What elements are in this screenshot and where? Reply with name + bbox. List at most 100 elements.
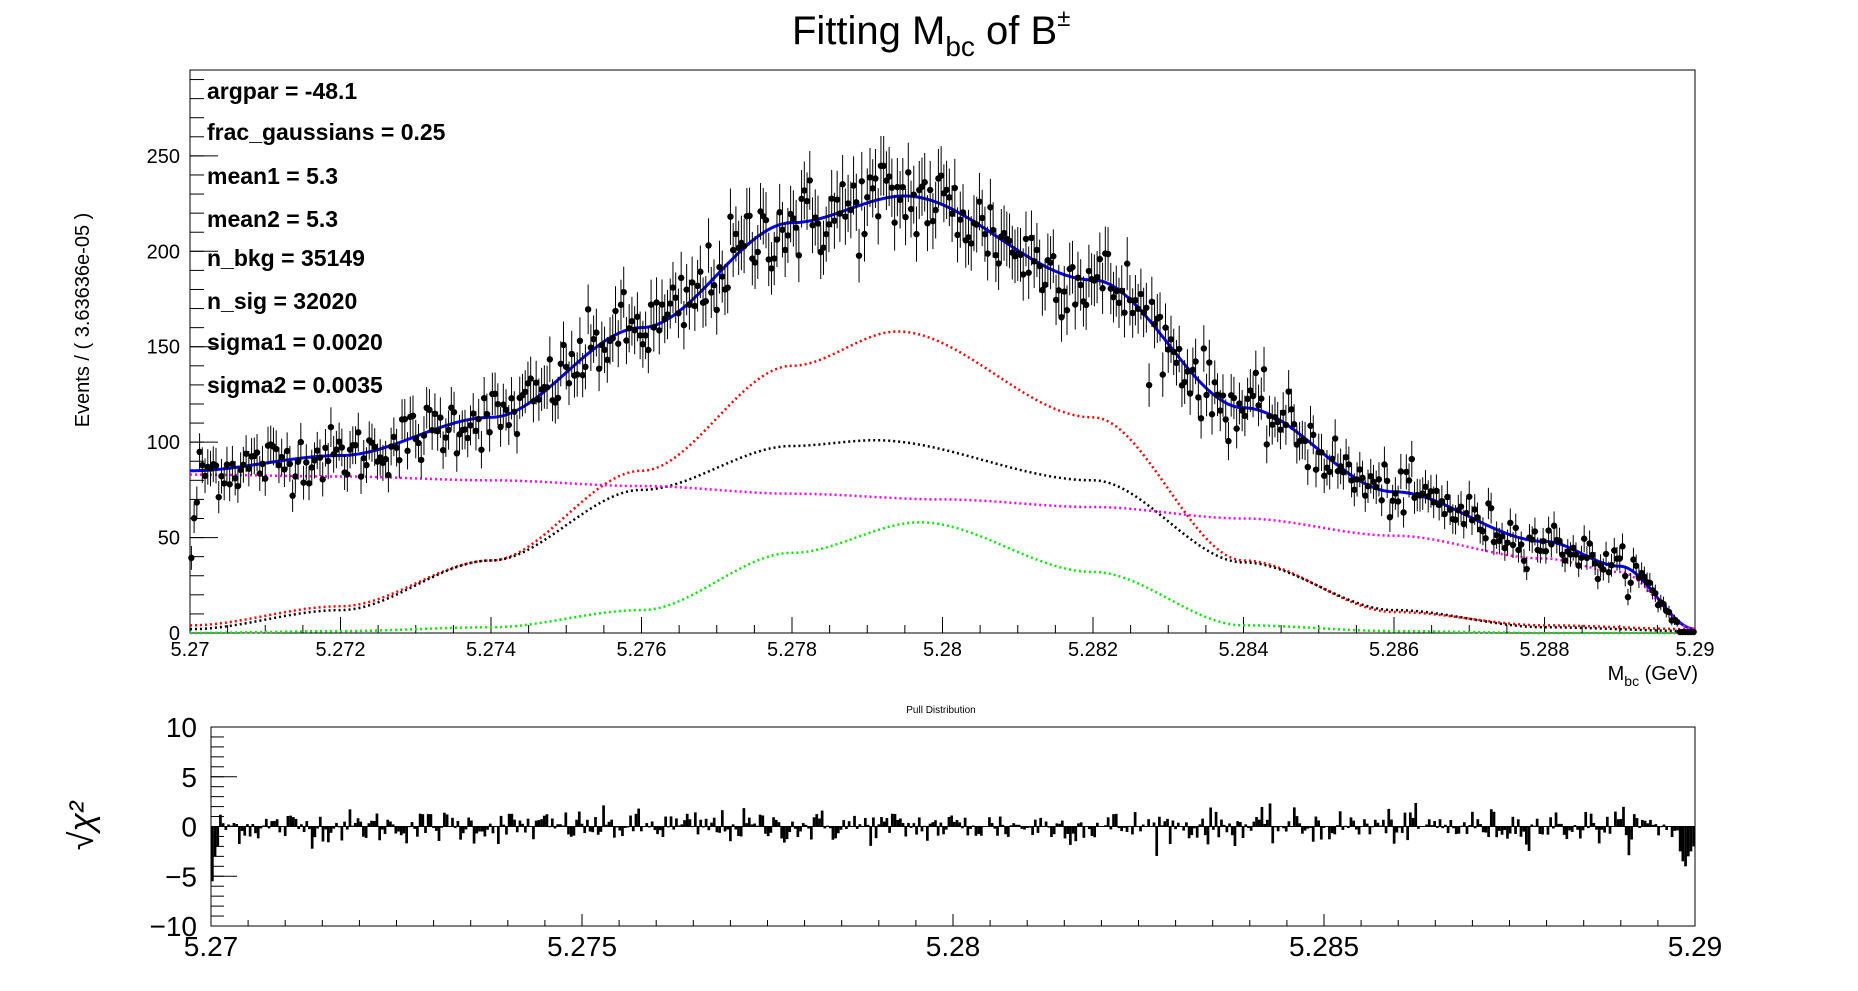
pull-bar	[497, 826, 500, 844]
pull-bar	[416, 826, 419, 837]
data-point	[1397, 468, 1405, 475]
pull-bar	[971, 825, 975, 827]
data-point	[1134, 305, 1142, 313]
pull-bar	[302, 826, 306, 833]
pull-bar	[691, 826, 694, 828]
pull-bar	[410, 822, 414, 827]
data-point	[1258, 395, 1265, 402]
data-point	[1425, 493, 1432, 500]
pull-bar	[1282, 826, 1285, 829]
data-point	[1509, 541, 1517, 549]
data-point	[872, 175, 879, 182]
data-point	[593, 329, 600, 336]
data-point	[272, 445, 280, 453]
data-point	[836, 210, 844, 217]
pull-y-tick-label: 0	[181, 812, 197, 843]
data-point	[1236, 400, 1243, 407]
pull-bar	[534, 820, 538, 827]
pull-bar	[747, 817, 751, 827]
data-point	[212, 462, 220, 469]
pull-bar	[720, 810, 724, 827]
pull-bar	[1287, 821, 1291, 827]
pull-bar	[1390, 819, 1393, 827]
pull-bar	[1090, 826, 1094, 836]
x-tick-label: 5.284	[1218, 639, 1268, 661]
pull-bar	[934, 820, 937, 827]
pull-bar	[1533, 825, 1536, 827]
data-point	[330, 451, 337, 458]
data-point	[1061, 288, 1068, 295]
pull-bar	[788, 826, 792, 833]
x-tick-label: 5.274	[466, 639, 516, 661]
pull-bar	[626, 826, 630, 828]
pull-bar	[1106, 817, 1110, 827]
pull-bar	[1284, 826, 1288, 832]
pull-bar	[834, 826, 837, 839]
data-point	[1326, 468, 1333, 476]
data-point	[1304, 463, 1312, 471]
pull-bar	[666, 826, 670, 828]
data-point	[779, 226, 786, 233]
pull-bar	[397, 826, 400, 832]
pull-bar	[661, 826, 665, 837]
pull-bar	[329, 826, 333, 833]
pull-bar	[1182, 826, 1186, 831]
pull-bar	[1427, 819, 1431, 827]
pull-bar	[486, 826, 489, 830]
data-point	[1200, 345, 1208, 352]
pull-bar	[405, 826, 408, 844]
data-point	[1165, 346, 1172, 353]
pull-bar	[1444, 824, 1447, 827]
data-point	[1334, 467, 1342, 475]
pull-bar	[1322, 826, 1326, 828]
pull-bar	[321, 826, 325, 842]
data-point	[1652, 590, 1659, 597]
data-point	[1192, 358, 1199, 365]
pull-bar	[1244, 824, 1248, 827]
data-point	[483, 410, 491, 418]
pull-bar	[523, 826, 527, 833]
pull-bar	[1268, 803, 1272, 827]
pull-bar	[464, 826, 468, 830]
data-point	[1471, 506, 1478, 513]
data-point	[1512, 524, 1519, 532]
pull-bar	[575, 819, 578, 827]
pull-bar	[237, 826, 241, 844]
pull-bar	[1328, 826, 1331, 840]
pull-bar	[1074, 826, 1078, 842]
pull-bar	[750, 824, 754, 827]
pull-bar	[1643, 820, 1647, 827]
data-point	[292, 473, 299, 480]
pull-bar	[982, 826, 986, 828]
pull-bar	[1684, 826, 1687, 867]
data-point	[1041, 281, 1049, 289]
pull-bar	[1158, 816, 1161, 827]
data-point	[1301, 437, 1309, 445]
data-point	[1381, 461, 1388, 468]
data-point	[281, 466, 288, 473]
pull-bar	[1638, 826, 1642, 828]
param-sigma2: sigma2 = 0.0035	[207, 372, 383, 398]
data-point	[1203, 391, 1210, 399]
data-point	[1113, 287, 1120, 295]
pull-bar	[475, 826, 479, 834]
pull-bar	[1535, 818, 1539, 827]
pull-bar	[907, 822, 910, 827]
data-point	[535, 396, 543, 403]
data-point	[497, 423, 504, 431]
data-point	[1624, 593, 1632, 601]
data-point	[1238, 407, 1246, 414]
pull-bar	[1306, 826, 1310, 829]
data-point	[426, 406, 433, 414]
pull-bar	[518, 820, 522, 827]
pull-bar	[1441, 826, 1445, 829]
pull-bar	[1622, 806, 1625, 827]
data-point	[1189, 366, 1197, 374]
pull-bar	[904, 826, 908, 837]
pull-bar	[324, 826, 328, 830]
pull-bar	[262, 825, 265, 827]
pull-bar	[505, 826, 508, 835]
data-point	[1386, 513, 1394, 521]
data-point	[1082, 301, 1090, 309]
data-point	[344, 471, 351, 478]
